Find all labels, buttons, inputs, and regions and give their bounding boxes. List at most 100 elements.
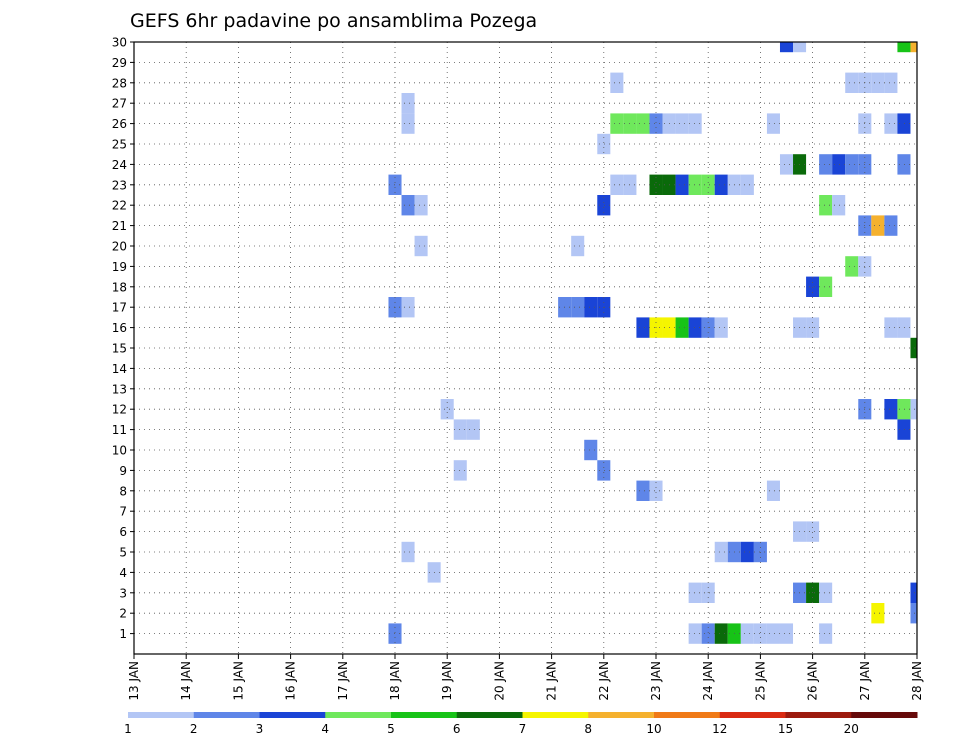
x-axis: 13 JAN 14 JAN 15 JAN 16 JAN 17 JAN 18 JAN 19 J… [127, 654, 924, 701]
heatmap-cell [453, 419, 467, 440]
x-tick-label: 22 JAN [597, 661, 611, 701]
heatmap-cell [688, 582, 702, 603]
heatmap-cell [884, 113, 898, 134]
x-tick-label: 28 JAN [910, 661, 924, 701]
y-tick-label: 29 [112, 56, 127, 70]
heatmap-cell [714, 623, 728, 644]
heatmap-cell [597, 460, 611, 481]
heatmap-cell [701, 174, 715, 195]
grid-lines [134, 42, 917, 654]
colorbar-swatch [522, 712, 589, 718]
heatmap-cell [714, 174, 728, 195]
x-tick-label: 21 JAN [545, 661, 559, 701]
colorbar-swatch [325, 712, 392, 718]
heatmap-cell [753, 623, 767, 644]
heatmap-cell [714, 541, 728, 563]
y-tick-label: 14 [112, 362, 127, 376]
heatmap-cell [806, 276, 820, 297]
heatmap-cell [675, 113, 689, 134]
heatmap-cell [688, 113, 702, 134]
heatmap-cell [819, 154, 833, 175]
x-tick-label: 25 JAN [753, 661, 767, 701]
colorbar-label: 20 [844, 722, 859, 736]
heatmap-cell [740, 623, 754, 644]
colorbar-label: 3 [256, 722, 264, 736]
heatmap-cell [910, 582, 917, 603]
heatmap-cell [910, 337, 917, 359]
colorbar-swatch [654, 712, 721, 718]
colorbar-label: 7 [519, 722, 527, 736]
heatmap-cell [832, 154, 846, 175]
y-axis: 1234567891011121314151617181920212223242… [112, 36, 134, 641]
heatmap-cell [897, 419, 911, 440]
heatmap-cells [388, 42, 917, 644]
heatmap-cell [910, 603, 917, 624]
heatmap-cell [779, 42, 794, 53]
heatmap-cell [584, 439, 598, 461]
heatmap-cell [897, 317, 911, 338]
y-tick-label: 9 [119, 464, 127, 478]
heatmap-cell [688, 317, 702, 338]
heatmap-cell [466, 419, 480, 440]
heatmap-cell [401, 541, 415, 563]
colorbar-swatch [851, 712, 918, 718]
x-tick-label: 26 JAN [806, 661, 820, 701]
heatmap-cell [571, 235, 585, 257]
colorbar-label: 4 [321, 722, 329, 736]
heatmap-cell [897, 154, 911, 175]
heatmap-cell [610, 72, 624, 93]
heatmap-cell [884, 215, 898, 236]
y-tick-label: 23 [112, 178, 127, 192]
colorbar-label: 8 [584, 722, 592, 736]
y-tick-label: 6 [119, 525, 127, 539]
heatmap-cell [675, 317, 689, 338]
heatmap-cell [414, 235, 428, 257]
heatmap-cell [884, 317, 898, 338]
heatmap-cell [675, 174, 689, 195]
heatmap-cell [871, 215, 885, 236]
y-tick-label: 30 [112, 36, 127, 50]
y-tick-label: 17 [112, 301, 127, 315]
y-tick-label: 4 [119, 566, 127, 580]
heatmap-cell [819, 195, 833, 216]
x-tick-label: 17 JAN [336, 661, 350, 701]
heatmap-cell [819, 582, 833, 603]
heatmap-cell [871, 603, 885, 624]
x-tick-label: 15 JAN [231, 661, 245, 701]
colorbar-label: 5 [387, 722, 395, 736]
heatmap-cell [401, 113, 415, 134]
colorbar-swatch [391, 712, 458, 718]
y-tick-label: 13 [112, 382, 127, 396]
heatmap-cell [832, 195, 846, 216]
heatmap-cell [871, 72, 885, 93]
colorbar-swatch [719, 712, 786, 718]
colorbar-label: 12 [712, 722, 727, 736]
y-tick-label: 7 [119, 505, 127, 519]
heatmap-cell [597, 133, 611, 155]
x-tick-label: 27 JAN [858, 661, 872, 701]
colorbar-label: 6 [453, 722, 461, 736]
heatmap-cell [845, 72, 859, 93]
heatmap-cell [610, 174, 624, 195]
heatmap-cell [610, 113, 624, 134]
colorbar: 1 2 3 4 5 6 7 8 10 12 15 20 [124, 712, 918, 736]
heatmap-cell [636, 113, 650, 134]
heatmap-cell [649, 174, 663, 195]
heatmap-cell [636, 317, 650, 338]
y-tick-label: 21 [112, 219, 127, 233]
heatmap-cell [779, 623, 794, 644]
y-tick-label: 18 [112, 280, 127, 294]
heatmap-cell [440, 399, 454, 420]
y-tick-label: 26 [112, 117, 127, 131]
heatmap-cell [884, 72, 898, 93]
heatmap-cell [701, 623, 715, 644]
y-tick-label: 5 [119, 546, 127, 560]
heatmap-cell [897, 399, 911, 420]
colorbar-swatch [193, 712, 260, 718]
y-tick-label: 25 [112, 138, 127, 152]
heatmap-cell [910, 42, 917, 53]
heatmap-cell [688, 174, 702, 195]
x-tick-label: 18 JAN [388, 661, 402, 701]
heatmap-cell [584, 297, 598, 318]
heatmap-cell [740, 174, 754, 195]
